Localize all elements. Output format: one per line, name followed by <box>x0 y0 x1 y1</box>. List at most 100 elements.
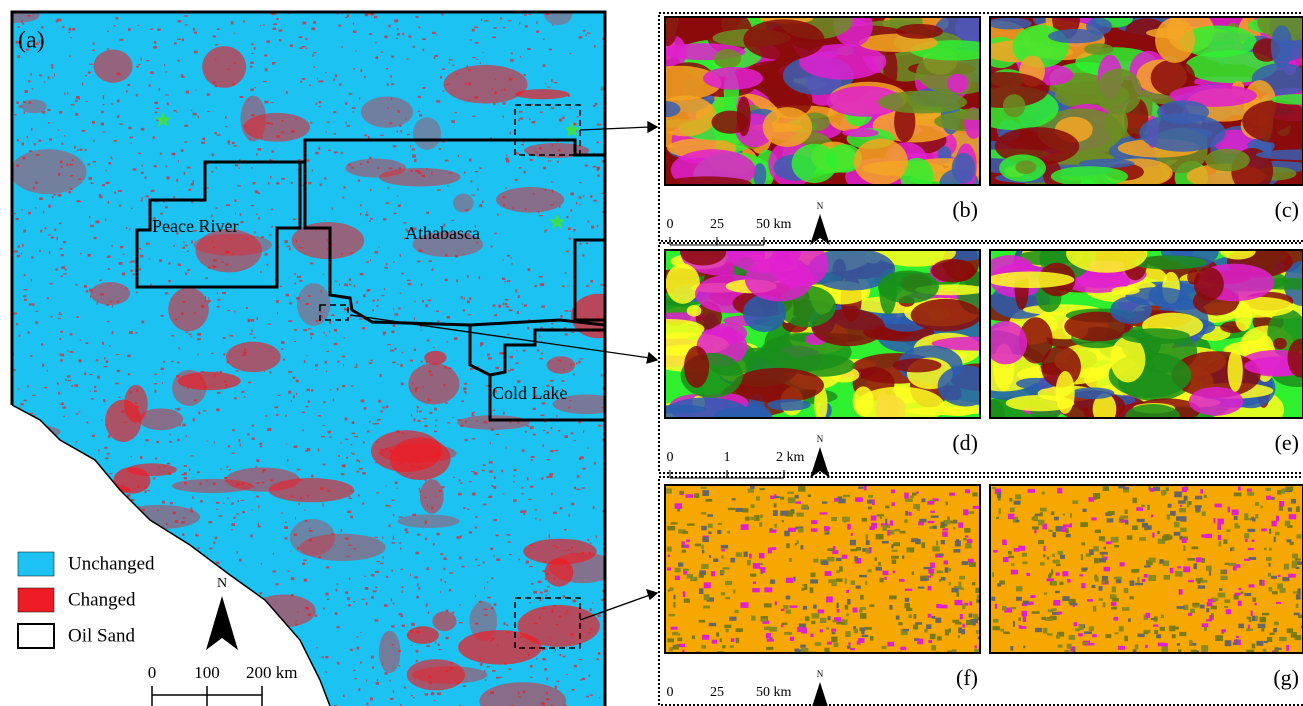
change-pixel <box>378 400 379 402</box>
inset-pixel <box>699 570 706 575</box>
change-pixel <box>463 309 465 311</box>
inset-pixel <box>1292 554 1296 559</box>
inset-pixel <box>1015 494 1021 499</box>
change-pixel <box>258 192 260 194</box>
inset-pixel <box>692 636 695 640</box>
change-pixel <box>232 453 235 454</box>
inset-pixel <box>764 603 772 607</box>
change-pixel <box>594 45 596 47</box>
change-pixel <box>350 516 353 519</box>
change-pixel <box>510 59 514 62</box>
change-pixel <box>503 196 506 198</box>
inset-pixel <box>772 547 777 550</box>
change-pixel <box>551 323 553 325</box>
inset-pixel <box>699 620 706 623</box>
change-pixel <box>213 81 215 84</box>
change-pixel <box>173 196 175 198</box>
change-pixel <box>77 582 78 585</box>
change-pixel <box>157 543 159 544</box>
change-pixel <box>496 434 500 435</box>
change-pixel <box>448 63 449 64</box>
change-pixel <box>50 316 52 317</box>
change-pixel <box>596 167 599 169</box>
inset-pixel <box>1202 623 1209 627</box>
change-pixel <box>533 193 534 194</box>
inset-pixel <box>1008 514 1014 519</box>
inset-pixel <box>801 648 809 652</box>
change-pixel <box>464 383 467 385</box>
inset-pixel <box>1111 602 1117 606</box>
change-pixel <box>583 30 586 32</box>
inset-pixel <box>790 605 798 607</box>
change-pixel <box>449 589 451 592</box>
change-pixel <box>289 302 292 304</box>
change-pixel <box>267 122 271 124</box>
change-pixel <box>539 276 543 278</box>
inset-pixel <box>1187 501 1190 507</box>
change-pixel <box>286 294 290 296</box>
change-pixel <box>208 302 210 304</box>
change-pixel <box>55 268 57 270</box>
change-pixel <box>496 534 499 536</box>
change-pixel <box>391 83 394 85</box>
change-pixel <box>216 561 219 564</box>
change-patch <box>152 680 242 706</box>
inset-pixel <box>860 595 863 600</box>
inset-pixel <box>956 539 959 544</box>
change-pixel <box>146 243 150 245</box>
change-pixel <box>353 548 356 549</box>
change-pixel <box>49 138 52 141</box>
change-pixel <box>447 341 448 343</box>
inset-pixel <box>1180 528 1187 532</box>
change-pixel <box>534 285 536 287</box>
change-pixel <box>557 681 560 683</box>
inset-pixel <box>685 544 689 548</box>
inset-pixel <box>675 568 681 573</box>
inset-pixel <box>782 623 787 625</box>
change-pixel <box>540 414 544 416</box>
change-pixel <box>178 60 180 62</box>
inset-pixel <box>728 508 735 510</box>
change-pixel <box>439 148 441 150</box>
inset-pixel <box>1149 558 1156 563</box>
change-pixel <box>376 305 378 307</box>
change-pixel <box>534 509 536 510</box>
inset-pixel <box>930 634 936 639</box>
change-pixel <box>19 105 23 107</box>
change-pixel <box>425 304 427 307</box>
change-pixel <box>365 214 368 216</box>
inset-pixel <box>884 577 886 580</box>
change-pixel <box>523 171 525 173</box>
change-pixel <box>115 383 119 384</box>
change-pixel <box>65 379 66 381</box>
change-pixel <box>368 362 372 363</box>
inset-pixel <box>1188 613 1192 616</box>
change-pixel <box>71 385 73 387</box>
inset-pixel <box>928 640 932 643</box>
change-pixel <box>410 145 411 147</box>
change-pixel <box>302 46 306 47</box>
change-pixel <box>163 361 165 363</box>
change-pixel <box>491 607 494 609</box>
inset-pixel <box>1057 488 1062 494</box>
inset-pixel <box>1281 488 1285 493</box>
inset-pixel <box>905 598 909 602</box>
change-pixel <box>483 609 487 610</box>
change-pixel <box>446 637 449 639</box>
inset-pixel <box>935 618 941 623</box>
inset-pixel <box>933 526 937 529</box>
change-pixel <box>593 506 595 509</box>
change-pixel <box>549 566 552 567</box>
change-pixel <box>427 504 428 507</box>
inset-pixel <box>678 562 683 566</box>
change-pixel <box>579 243 582 245</box>
change-pixel <box>61 166 63 168</box>
change-pixel <box>393 261 395 262</box>
change-pixel <box>401 273 404 275</box>
change-pixel <box>392 500 395 501</box>
inset-bg <box>990 485 1303 653</box>
change-pixel <box>398 650 401 652</box>
change-pixel <box>393 603 395 605</box>
change-pixel <box>346 457 348 459</box>
change-pixel <box>57 237 58 240</box>
